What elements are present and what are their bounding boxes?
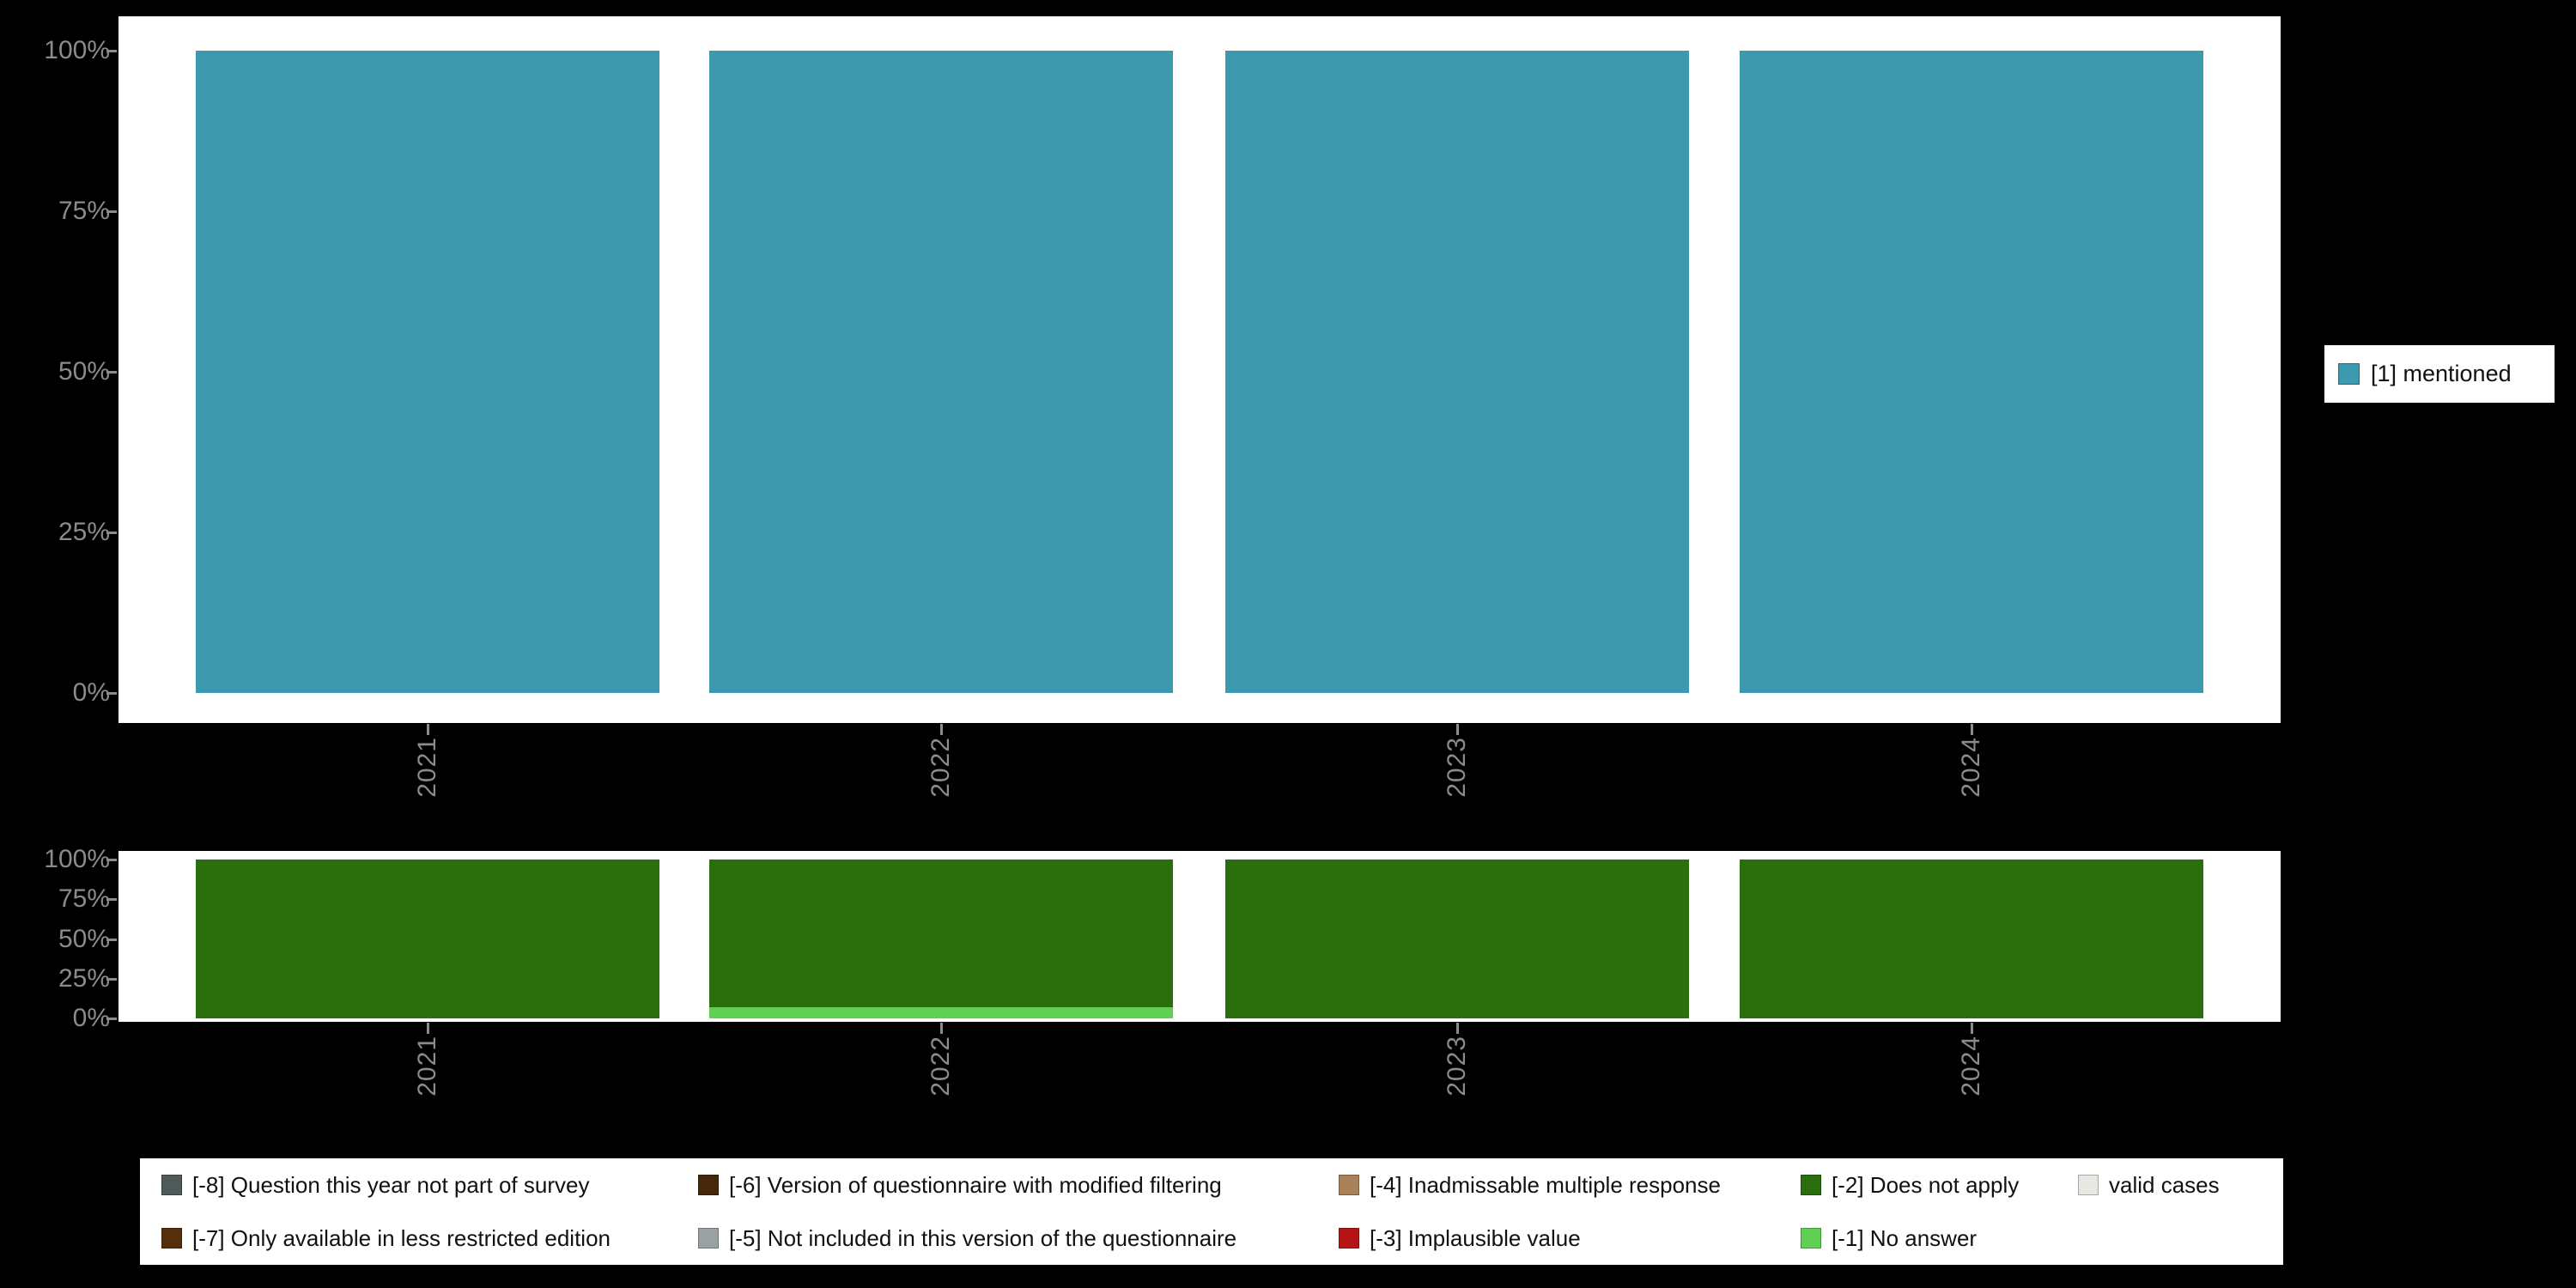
y-axis-tick-label: 75% (58, 197, 110, 225)
bar-segment-2024-1-mentioned (1740, 51, 2203, 693)
legend-swatch-5-not-included-in-this-version-of-the-questionnaire (698, 1228, 719, 1249)
y-axis-tick-mark (106, 1018, 117, 1020)
x-axis-year-label: 2022 (927, 1036, 955, 1097)
x-axis-tick-mark (940, 724, 943, 735)
bar-segment-2023-1-mentioned (1225, 51, 1689, 693)
x-axis-tick-mark (1456, 1023, 1459, 1034)
x-axis-year-label: 2021 (413, 1036, 441, 1097)
x-axis-year-label: 2023 (1443, 737, 1471, 798)
bar-segment-2022-1-no-answer (709, 1007, 1173, 1018)
y-axis-tick-mark (106, 692, 117, 695)
bar-segment-2022-2-does-not-apply (709, 860, 1173, 1008)
y-axis-tick-label: 50% (58, 924, 110, 953)
bar-segment-2024-2-does-not-apply (1740, 860, 2203, 1018)
legend-swatch-8-question-this-year-not-part-of-survey (161, 1175, 182, 1195)
y-axis-tick-label: 100% (44, 36, 110, 64)
legend-swatch-3-implausible-value (1339, 1228, 1359, 1249)
legend-item-6-version-of-questionnaire-with-modified-filtering: [-6] Version of questionnaire with modif… (698, 1172, 1339, 1199)
mentioned-chart-panel (118, 16, 2281, 723)
y-axis-tick-mark (106, 859, 117, 861)
legend-item-label: [-8] Question this year not part of surv… (192, 1171, 590, 1198)
legend-item-5-not-included-in-this-version-of-the-questionnaire: [-5] Not included in this version of the… (698, 1225, 1339, 1252)
x-axis-tick-mark (1971, 1023, 1973, 1034)
y-axis-tick-mark (106, 50, 117, 52)
x-axis-year-label: 2021 (413, 737, 441, 798)
mentioned-legend-swatch (2338, 363, 2360, 385)
bar-segment-2023-2-does-not-apply (1225, 860, 1689, 1018)
x-axis-tick-mark (1456, 724, 1459, 735)
legend-swatch-6-version-of-questionnaire-with-modified-filtering (698, 1175, 719, 1195)
x-axis-year-label: 2022 (927, 737, 955, 798)
y-axis-tick-label: 25% (58, 963, 110, 993)
legend-swatch-4-inadmissable-multiple-response (1339, 1175, 1359, 1195)
legend-item-8-question-this-year-not-part-of-survey: [-8] Question this year not part of surv… (161, 1172, 698, 1199)
y-axis-tick-label: 25% (58, 518, 110, 546)
legend-item-label: valid cases (2109, 1171, 2220, 1198)
missing-values-chart-panel (118, 851, 2281, 1022)
x-axis-year-label: 2024 (1957, 737, 1985, 798)
legend-item-2-does-not-apply: [-2] Does not apply (1801, 1172, 2078, 1199)
legend-item-label: [-3] Implausible value (1370, 1224, 1581, 1251)
y-axis-tick-mark (106, 938, 117, 941)
legend-swatch-7-only-available-in-less-restricted-edition (161, 1228, 182, 1249)
y-axis-tick-mark (106, 532, 117, 534)
legend-item-label: [-6] Version of questionnaire with modif… (729, 1171, 1222, 1198)
x-axis-tick-mark (427, 724, 429, 735)
legend-item-3-implausible-value: [-3] Implausible value (1339, 1225, 1801, 1252)
x-axis-year-label: 2024 (1957, 1036, 1985, 1097)
x-axis-tick-mark (1971, 724, 1973, 735)
legend-swatch-1-no-answer (1801, 1228, 1821, 1249)
y-axis-tick-label: 0% (72, 1004, 110, 1032)
legend-item-label: [-5] Not included in this version of the… (729, 1224, 1237, 1251)
legend-item-7-only-available-in-less-restricted-edition: [-7] Only available in less restricted e… (161, 1225, 698, 1252)
y-axis-tick-mark (106, 977, 117, 981)
legend-item-label: [-1] No answer (1832, 1224, 1978, 1251)
legend-item-label: [-2] Does not apply (1832, 1171, 2020, 1198)
legend-item-valid-cases: valid cases (2078, 1172, 2283, 1199)
y-axis-tick-mark (106, 371, 117, 374)
y-axis-tick-label: 75% (58, 884, 110, 914)
legend-item-1-no-answer: [-1] No answer (1801, 1225, 2078, 1252)
legend-item-4-inadmissable-multiple-response: [-4] Inadmissable multiple response (1339, 1172, 1801, 1199)
legend-swatch-2-does-not-apply (1801, 1175, 1821, 1195)
x-axis-year-label: 2023 (1443, 1036, 1471, 1097)
legend-item-label: [-7] Only available in less restricted e… (192, 1224, 611, 1251)
bar-segment-2021-2-does-not-apply (196, 860, 659, 1018)
x-axis-tick-mark (940, 1023, 943, 1034)
y-axis-tick-label: 100% (44, 845, 110, 873)
y-axis-tick-mark (106, 210, 117, 213)
legend-mentioned: [1] mentioned (2324, 345, 2555, 403)
y-axis-tick-label: 50% (58, 357, 110, 386)
bar-segment-2022-1-mentioned (709, 51, 1173, 693)
legend-item-label: [-4] Inadmissable multiple response (1370, 1171, 1721, 1198)
mentioned-legend-label: [1] mentioned (2371, 361, 2512, 386)
y-axis-tick-label: 0% (72, 678, 110, 707)
x-axis-tick-mark (427, 1023, 429, 1034)
bar-segment-2021-1-mentioned (196, 51, 659, 693)
legend-swatch-valid-cases (2078, 1175, 2099, 1195)
y-axis-tick-mark (106, 898, 117, 902)
missing-values-legend: [-8] Question this year not part of surv… (140, 1158, 2283, 1265)
